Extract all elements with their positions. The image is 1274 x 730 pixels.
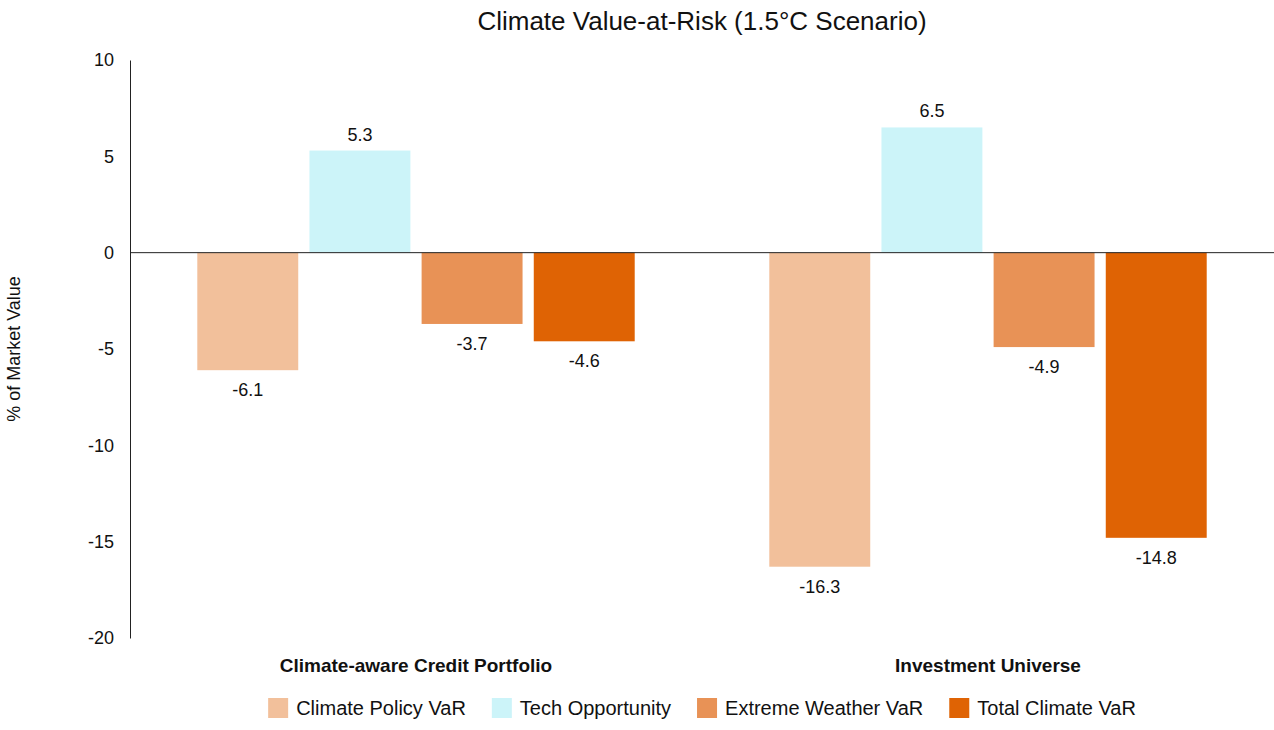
data-label: -16.3	[799, 577, 840, 597]
y-axis: -20 -15 -10 -5 0 5 10	[88, 50, 131, 648]
data-label: 5.3	[347, 125, 372, 145]
y-tick: -15	[88, 532, 130, 552]
legend-label: Extreme Weather VaR	[725, 697, 923, 719]
y-tick: -5	[98, 339, 130, 359]
data-labels: -6.1 -16.3 5.3 6.5 -3.7 -4.9 -4.6 -14.8	[232, 101, 1177, 596]
legend: Climate Policy VaR Tech Opportunity Extrem…	[268, 697, 1136, 719]
bar	[197, 253, 298, 371]
y-axis-title: % of Market Value	[4, 276, 24, 422]
legend-item: Total Climate VaR	[949, 697, 1136, 719]
bar	[422, 253, 523, 324]
y-tick: 5	[104, 147, 130, 167]
legend-swatch	[268, 698, 288, 718]
bar	[1106, 253, 1207, 538]
legend-item: Extreme Weather VaR	[697, 697, 923, 719]
bar	[769, 253, 870, 567]
bar	[309, 151, 410, 253]
y-tick: -10	[88, 436, 130, 456]
y-tick: 10	[94, 50, 130, 70]
bar	[534, 253, 635, 342]
legend-item: Tech Opportunity	[492, 697, 671, 719]
y-tick: -20	[88, 628, 130, 648]
y-tick-label: -10	[88, 436, 114, 456]
chart: -20 -15 -10 -5 0 5 10 -6.1 -16.3 5.3 6.5 -3.7 -4.9 -4…	[0, 0, 1274, 730]
plot: -20 -15 -10 -5 0 5 10 -6.1 -16.3 5.3 6.5 -3.7 -4.9 -4…	[88, 50, 1274, 676]
legend-item: Climate Policy VaR	[268, 697, 466, 719]
legend-swatch	[492, 698, 512, 718]
legend-label: Tech Opportunity	[520, 697, 671, 719]
category-label: Climate-aware Credit Portfolio	[280, 655, 552, 676]
bars	[197, 127, 1206, 566]
y-tick-label: -15	[88, 532, 114, 552]
data-label: -4.9	[1029, 357, 1060, 377]
legend-label: Climate Policy VaR	[296, 697, 466, 719]
bar	[994, 253, 1095, 347]
title: Climate Value-at-Risk (1.5°C Scenario)	[477, 6, 926, 36]
bar	[881, 127, 982, 252]
y-tick: 0	[104, 243, 130, 263]
data-label: -14.8	[1136, 548, 1177, 568]
y-tick-label: -5	[98, 339, 114, 359]
zero-line	[130, 252, 1274, 253]
legend-label: Total Climate VaR	[977, 697, 1136, 719]
data-label: 6.5	[919, 101, 944, 121]
y-tick-label: 0	[104, 243, 114, 263]
data-label: -4.6	[569, 351, 600, 371]
data-label: -3.7	[457, 334, 488, 354]
y-axis-line	[130, 61, 131, 639]
y-tick-label: 5	[104, 147, 114, 167]
legend-swatch	[949, 698, 969, 718]
category-label: Investment Universe	[895, 655, 1081, 676]
y-tick-label: -20	[88, 628, 114, 648]
y-tick-label: 10	[94, 50, 114, 70]
legend-swatch	[697, 698, 717, 718]
data-label: -6.1	[232, 380, 263, 400]
